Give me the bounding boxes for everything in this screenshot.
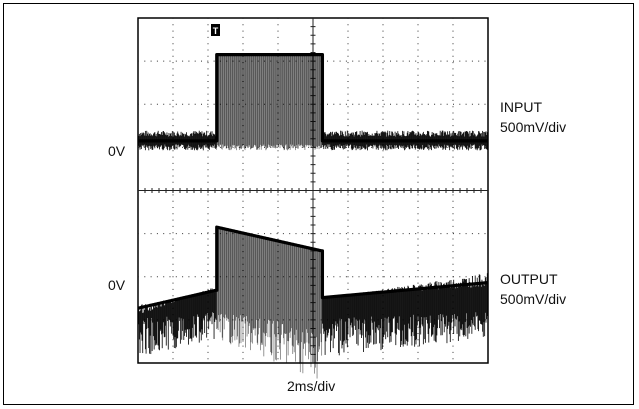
trigger-marker-icon: T [211, 24, 220, 36]
input-scale-label: 500mV/div [500, 119, 567, 135]
svg-text:T: T [213, 26, 219, 36]
trace-input [137, 53, 489, 151]
trace-layer [137, 53, 489, 379]
trace-line-input [137, 53, 489, 143]
output-channel-name: OUTPUT [500, 271, 558, 287]
trace-output [137, 225, 489, 379]
output-scale-label: 500mV/div [500, 291, 567, 307]
trace-line-output [137, 225, 489, 310]
output-zero-label: 0V [108, 277, 126, 293]
input-zero-label: 0V [108, 143, 126, 159]
x-axis-time-scale: 2ms/div [287, 378, 336, 394]
input-channel-name: INPUT [500, 99, 542, 115]
figure-frame [3, 3, 634, 405]
